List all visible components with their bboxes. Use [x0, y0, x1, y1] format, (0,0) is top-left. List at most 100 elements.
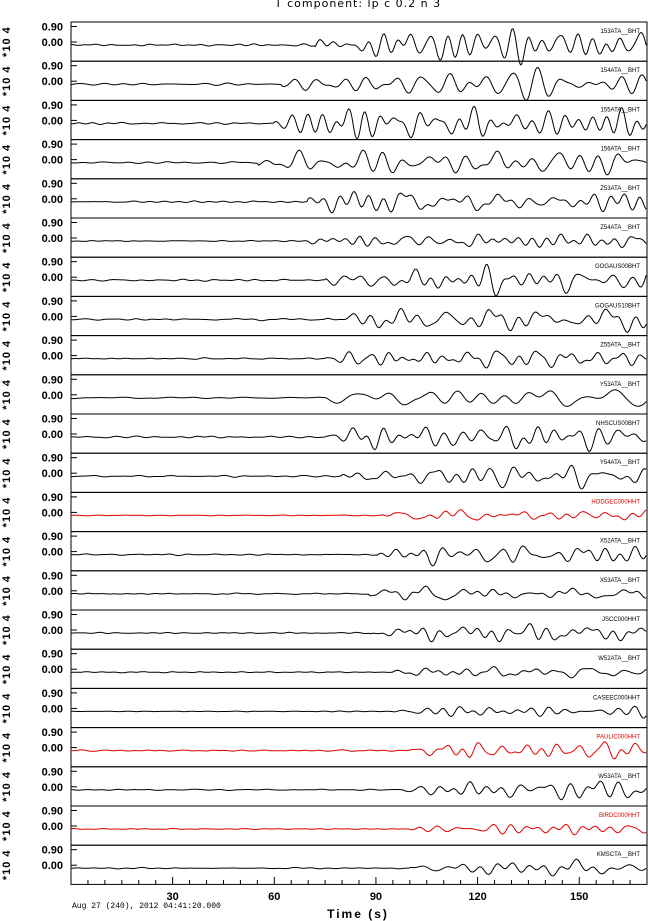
trace-panel-12: 0.90 0.00 Y54ATA__BHT	[42, 452, 648, 493]
station-label: 153ATA__BHT	[601, 29, 641, 35]
trace-panel-2: 0.90 0.00 154ATA__BHT	[42, 60, 648, 101]
trace-waveform	[70, 350, 647, 369]
y-tick-label: 0.00	[42, 703, 63, 715]
y-tick-label: 0.00	[42, 586, 63, 598]
y-unit-label: *10 4	[1, 849, 13, 880]
y-unit-label: *10 4	[1, 536, 13, 567]
trace-waveform	[70, 780, 647, 801]
y-tick-label: 0.00	[42, 664, 63, 676]
y-tick-label: 0.90	[42, 296, 63, 308]
trace-panel-5: 0.90 0.00 Z53ATA__BHT	[42, 178, 648, 219]
y-tick-label: 0.90	[42, 335, 63, 347]
y-unit-label: *10 4	[1, 653, 13, 684]
y-unit-label: *10 4	[1, 65, 13, 96]
station-label: X52ATA__BHT	[600, 539, 640, 545]
y-tick-label: 0.90	[42, 414, 63, 426]
y-tick-label: 0.00	[42, 743, 63, 755]
panel-frame	[70, 491, 648, 533]
start-time-label: Aug 27 (240), 2012 04:41:20.000	[72, 902, 221, 911]
trace-waveform	[71, 509, 647, 521]
trace-panels: 0.900.00153ATA__BHT0.900.00154ATA__BHT0.…	[42, 21, 648, 885]
trace-waveform	[71, 741, 647, 760]
trace-panel-18: 0.90 0.00 CASEEC000HHT	[42, 687, 648, 729]
y-tick-label: 0.90	[42, 100, 63, 112]
trace-waveform	[71, 389, 647, 407]
y-tick-label: 0.00	[42, 782, 63, 794]
station-label: W53ATA__BHT	[598, 774, 640, 780]
x-tick-label: 30	[167, 891, 179, 903]
panel-frame	[70, 217, 648, 258]
x-tick-label: 120	[468, 891, 486, 903]
y-tick-label: 0.00	[42, 115, 63, 127]
trace-panel-14: 0.90 0.00 X52ATA__BHT	[42, 531, 648, 572]
trace-panel-9: 0.90 0.00 Z55ATA__BHT	[42, 335, 648, 376]
trace-panel-6: 0.90 0.00 Z54ATA__BHT	[42, 217, 648, 258]
trace-panel-4: 0.90 0.00 156ATA__BHT	[42, 139, 648, 180]
panel-frame	[70, 139, 648, 180]
x-axis: 30 60 90 120 150	[87, 877, 648, 903]
y-unit-label: *10 4	[1, 183, 13, 214]
y-tick-label: 0.00	[42, 390, 63, 402]
trace-waveform	[71, 858, 647, 877]
station-label: W52ATA__BHT	[598, 656, 640, 662]
y-unit-label: *10 4	[1, 732, 13, 763]
panel-frame	[70, 687, 648, 729]
trace-waveform	[70, 585, 647, 601]
y-tick-label: 0.00	[42, 507, 63, 519]
y-tick-label: 0.90	[42, 531, 63, 543]
station-label: 154ATA__BHT	[601, 68, 641, 74]
x-axis-label: Time (s)	[327, 907, 389, 921]
trace-panel-10: 0.90 0.00 Y53ATA__BHT	[42, 374, 648, 415]
trace-panel-13: 0.90 0.00 HODGEC000HHT	[42, 491, 648, 533]
y-unit-label: *10 4	[1, 105, 13, 136]
y-tick-label: 0.90	[42, 610, 63, 622]
x-tick-label: 60	[268, 891, 280, 903]
station-label: Z55ATA__BHT	[600, 343, 640, 349]
y-tick-label: 0.00	[42, 821, 63, 833]
trace-waveform	[71, 191, 647, 214]
y-tick-label: 0.90	[42, 61, 63, 73]
trace-waveform	[70, 666, 647, 679]
trace-panel-16: 0.90 0.00 JSCC000HHT	[42, 609, 648, 650]
station-label: PAULIC000HHT	[596, 735, 640, 741]
y-unit-label: *10 4	[1, 614, 13, 645]
panel-frame	[70, 21, 648, 62]
trace-panel-17: 0.90 0.00 W52ATA__BHT	[42, 648, 648, 689]
y-tick-label: 0.90	[42, 766, 63, 778]
x-tick-label: 150	[570, 891, 588, 903]
panel-frame	[70, 805, 648, 846]
station-label: Z54ATA__BHT	[600, 225, 640, 231]
trace-waveform	[70, 623, 647, 643]
y-tick-label: 0.00	[42, 311, 63, 323]
y-tick-label: 0.00	[42, 194, 63, 206]
chart-title: T component: lp c 0.2 n 3	[274, 0, 441, 10]
trace-panel-22: 0.90 0.00 KMSCTA__BHT	[42, 844, 648, 885]
trace-waveform	[70, 464, 647, 490]
y-tick-label: 0.00	[42, 429, 63, 441]
trace-panel-19: 0.90 0.00 PAULIC000HHT	[42, 727, 648, 768]
trace-waveform	[70, 263, 647, 297]
y-unit-label: *10 4	[1, 810, 13, 841]
y-unit-label: *10 4	[1, 771, 13, 802]
panel-frame	[70, 844, 648, 885]
y-unit-label: *10 4	[1, 497, 13, 528]
y-tick-label: 0.00	[42, 625, 63, 637]
y-tick-label: 0.00	[42, 468, 63, 480]
panel-frame	[70, 60, 648, 101]
y-unit-labels: *10 4 *10 4 *10 4 *10 4 *10 4 *10 4 *10 4 *10 4…	[1, 26, 13, 880]
y-tick-label: 0.90	[42, 806, 63, 818]
trace-panel-15: 0.90 0.00 X53ATA__BHT	[42, 570, 648, 611]
y-tick-label: 0.90	[42, 178, 63, 190]
trace-waveform	[70, 105, 647, 140]
panel-frame	[70, 609, 648, 650]
panel-frame	[70, 648, 648, 689]
panel-frame	[70, 766, 648, 807]
station-label: Z53ATA__BHT	[600, 186, 640, 192]
station-label: 156ATA__BHT	[601, 147, 641, 153]
y-tick-label: 0.90	[42, 727, 63, 739]
station-label: Y54ATA__BHT	[600, 460, 640, 466]
trace-waveform	[70, 149, 647, 176]
trace-waveform	[70, 425, 647, 453]
y-unit-label: *10 4	[1, 222, 13, 253]
